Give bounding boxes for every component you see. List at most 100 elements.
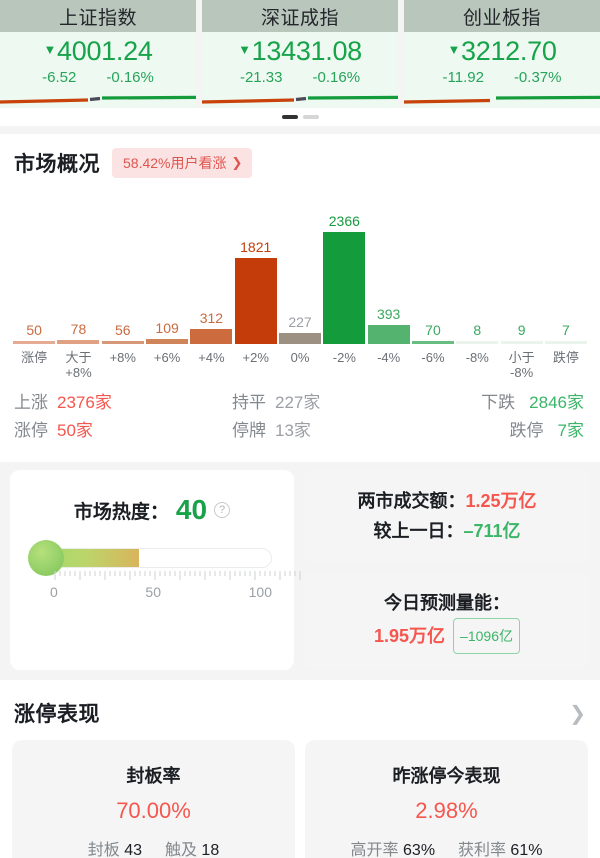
chart-bar-value: 7 — [562, 322, 570, 338]
stat-halted: 停牌 13家 — [232, 418, 432, 444]
forecast-label-row: 今日预测量能： — [314, 588, 580, 618]
index-title-band: 上证指数 — [0, 0, 196, 32]
index-price: 3212.70 — [461, 36, 557, 66]
index-card-chinext[interactable]: 创业板指 ▼ 3212.70 -11.92 -0.37% — [404, 0, 600, 108]
index-title-band: 创业板指 — [404, 0, 600, 32]
index-sub-row: -21.33 -0.16% — [240, 69, 360, 86]
chart-bar-value: 50 — [26, 322, 42, 338]
chart-bar — [101, 341, 144, 344]
distribution-bar-chart: 50 78 56 109 312 1821 227 2366 393 70 8 9 7 — [12, 186, 588, 344]
index-percent: -0.37% — [513, 69, 562, 86]
chart-bar — [57, 340, 100, 344]
chart-bar — [500, 341, 543, 344]
chart-bar-value: 56 — [114, 322, 131, 338]
turnover-label: 两市成交额： — [357, 491, 466, 511]
stat-value: 13家 — [275, 421, 311, 440]
index-body: ▼ 4001.24 -6.52 -0.16% — [0, 32, 196, 108]
stat-label: 停牌 — [232, 421, 266, 440]
index-sparkline — [404, 95, 600, 104]
turnover-compare-value: –711亿 — [463, 521, 521, 541]
chart-bar-value: 393 — [376, 306, 401, 322]
index-price-row: ▼ 13431.08 — [238, 35, 362, 67]
pagination-dot-1[interactable] — [281, 115, 298, 119]
seal-count-value: 43 — [124, 842, 143, 858]
gap-up-rate-value: 63% — [403, 842, 436, 858]
stat-limit-up: 涨停 50家 — [14, 418, 232, 444]
seal-count-label: 封板 — [87, 842, 120, 858]
chart-bar — [190, 329, 233, 344]
chart-axis-label: -2% — [332, 350, 356, 365]
chart-bar-column: 78 — [56, 186, 100, 344]
chart-bar — [367, 325, 410, 344]
chart-bar — [279, 333, 322, 344]
bullish-sentiment-badge[interactable]: 58.42%用户看涨 ❯ — [112, 148, 253, 178]
profit-rate-label: 获利率 — [457, 842, 506, 858]
turnover-card: 两市成交额：1.25万亿 较上一日：–711亿 — [304, 470, 590, 562]
seal-rate-value: 70.00% — [116, 798, 191, 823]
forecast-value-row: 1.95万亿 –1096亿 — [314, 618, 580, 654]
index-price: 13431.08 — [251, 36, 363, 66]
chart-axis-labels: 涨停 大于 +8% +8% +6% +4% +2% 0% -2% -4% -6% -8% 小于 -8% 跌停 — [12, 350, 588, 384]
chart-bar-value: 227 — [288, 314, 312, 330]
seal-rate-card: 封板率 70.00% 封板 43 触及 18 — [12, 740, 295, 858]
chart-axis-label: -8% — [465, 350, 489, 365]
chart-axis-label: +6% — [153, 350, 181, 365]
index-carousel[interactable]: 上证指数 ▼ 4001.24 -6.52 -0.16% 深证成指 — [0, 0, 600, 108]
chart-bar-column: 312 — [189, 186, 233, 344]
chart-axis-label: +2% — [242, 350, 269, 365]
stat-limit-down: 跌停 7家 — [432, 418, 584, 444]
chevron-right-icon[interactable]: ❯ — [569, 702, 586, 725]
chart-axis-label: 小于 -8% — [508, 350, 535, 380]
index-card-shanghai[interactable]: 上证指数 ▼ 4001.24 -6.52 -0.16% — [0, 0, 196, 108]
seal-rate-label: 封板率 — [126, 766, 181, 786]
chart-bar-column: 56 — [101, 186, 145, 344]
chart-bar-column: 2366 — [322, 186, 366, 344]
market-heat-value: 40 — [175, 494, 208, 525]
chart-bar-value: 1821 — [240, 239, 272, 255]
chart-bar-value: 78 — [70, 321, 87, 337]
limit-up-title: 涨停表现 — [14, 703, 100, 726]
chart-bars: 50 78 56 109 312 1821 227 2366 393 70 8 9 7 — [12, 186, 588, 344]
stat-unchanged: 持平 227家 — [232, 390, 432, 416]
stats-row: 涨停 50家 停牌 13家 跌停 7家 — [14, 418, 584, 444]
chart-bar-column: 9 — [499, 186, 543, 344]
turnover-value: 1.25万亿 — [465, 491, 537, 511]
limit-up-performance-panel: 涨停表现 ❯ 封板率 70.00% 封板 43 触及 18 昨涨停今表现 2.9… — [0, 680, 600, 858]
turnover-row: 两市成交额：1.25万亿 — [314, 486, 580, 516]
market-overview-header: 市场概况 58.42%用户看涨 ❯ — [12, 134, 588, 184]
carousel-pagination[interactable] — [0, 108, 600, 126]
seal-rate-footer: 封板 43 触及 18 — [20, 836, 287, 858]
index-change: -6.52 — [42, 69, 77, 86]
gauge-mid: 50 — [145, 584, 161, 600]
chart-bar — [146, 339, 189, 344]
forecast-volume-card: 今日预测量能： 1.95万亿 –1096亿 — [304, 572, 590, 670]
help-icon[interactable]: ? — [214, 502, 231, 518]
forecast-delta-badge: –1096亿 — [453, 618, 520, 654]
turnover-compare-label: 较上一日： — [373, 521, 464, 541]
chart-bar-column: 227 — [278, 186, 322, 344]
chart-bar-value: 109 — [155, 320, 179, 336]
bullish-sentiment-label: 58.42%用户看涨 — [123, 155, 227, 171]
chart-axis-label: -6% — [421, 350, 445, 365]
gauge-max: 100 — [248, 584, 272, 600]
chart-axis-label: +4% — [198, 350, 225, 365]
chart-bar-value: 9 — [517, 322, 526, 338]
index-price-row: ▼ 3212.70 — [447, 35, 556, 67]
gauge-fill — [51, 549, 139, 567]
gauge-ticks — [54, 571, 301, 580]
stat-label: 上涨 — [14, 393, 48, 412]
turnover-compare-row: 较上一日：–711亿 — [314, 516, 580, 546]
forecast-label: 今日预测量能： — [384, 593, 510, 613]
pagination-dot-2[interactable] — [302, 115, 319, 119]
market-heat-gauge[interactable]: 0 50 100 — [24, 540, 301, 606]
chart-bar-value: 70 — [425, 322, 441, 338]
profit-rate-value: 61% — [510, 842, 543, 858]
chart-bar — [13, 341, 56, 344]
index-card-shenzhen[interactable]: 深证成指 ▼ 13431.08 -21.33 -0.16% — [202, 0, 398, 108]
limit-up-header[interactable]: 涨停表现 ❯ — [12, 680, 588, 740]
chart-bar — [234, 258, 277, 344]
chart-bar — [323, 232, 366, 344]
gauge-min: 0 — [50, 584, 58, 600]
forecast-value: 1.95万亿 — [374, 626, 446, 646]
